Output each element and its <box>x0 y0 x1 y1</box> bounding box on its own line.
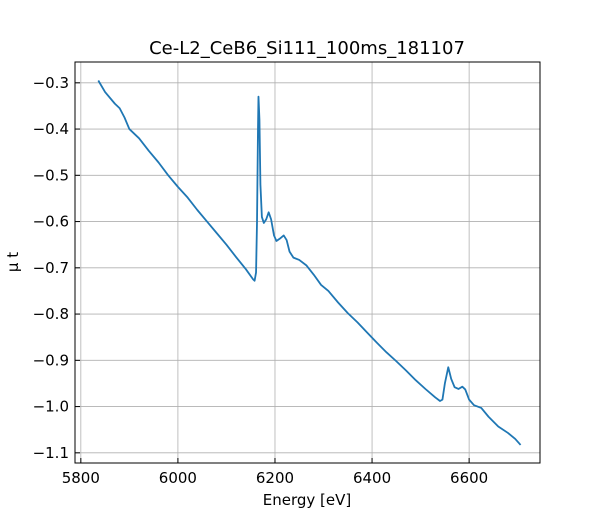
x-tick-label: 6600 <box>450 469 488 487</box>
x-axis-label: Energy [eV] <box>263 491 351 509</box>
chart-title: Ce-L2_CeB6_Si111_100ms_181107 <box>149 38 465 59</box>
y-tick-label: −1.0 <box>33 398 69 416</box>
y-axis-label: μ t <box>4 252 22 272</box>
y-tick-label: −0.8 <box>33 305 69 323</box>
y-tick-label: −0.4 <box>33 120 69 138</box>
x-tick-label: 6400 <box>353 469 391 487</box>
y-tick-label: −0.7 <box>33 259 69 277</box>
x-tick-label: 6200 <box>256 469 294 487</box>
data-line <box>97 80 522 446</box>
plot-frame <box>74 61 541 464</box>
x-tick-label: 5800 <box>62 469 100 487</box>
x-tick-label: 6000 <box>159 469 197 487</box>
y-tick-label: −0.6 <box>33 213 69 231</box>
y-tick-label: −0.5 <box>33 166 69 184</box>
y-tick-label: −0.3 <box>33 74 69 92</box>
y-tick-label: −0.9 <box>33 351 69 369</box>
y-tick-label: −1.1 <box>33 444 69 462</box>
